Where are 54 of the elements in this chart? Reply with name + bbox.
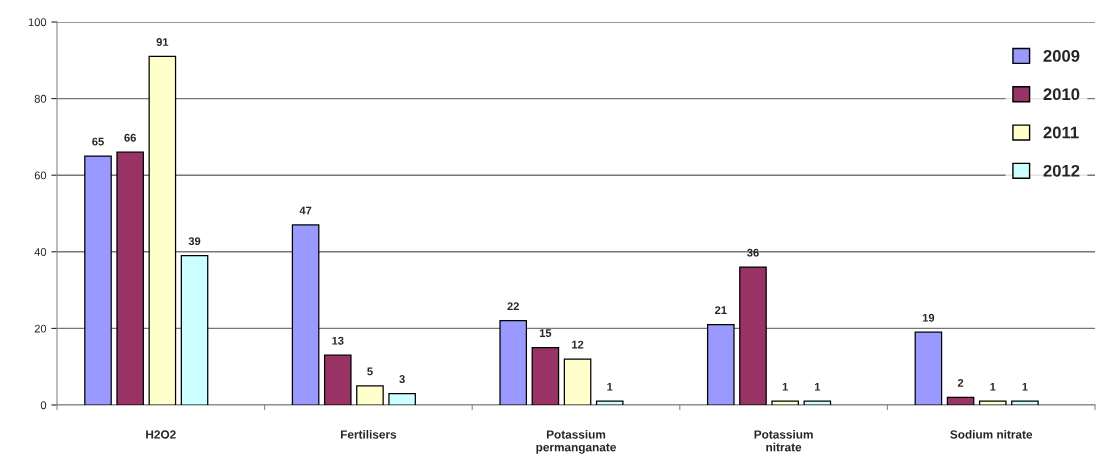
x-tick-label: Potassium nitrate — [754, 430, 813, 452]
bar — [499, 320, 528, 405]
bar — [803, 400, 832, 405]
bar — [978, 400, 1007, 405]
data-label: 19 — [922, 313, 935, 322]
bar — [946, 396, 975, 405]
data-label: 12 — [572, 340, 584, 349]
x-tick-label: H2O2 — [146, 430, 176, 439]
bar — [1011, 400, 1039, 405]
y-tick-label: 0 — [40, 401, 47, 410]
x-tick-label: Sodium nitrate — [950, 430, 1033, 439]
data-label: 2 — [957, 378, 964, 387]
y-tick-label: 80 — [34, 94, 47, 103]
bar — [388, 392, 416, 405]
y-tick-label: 60 — [34, 171, 47, 180]
y-tick-label: 20 — [34, 324, 47, 333]
x-tick-label: Potassium permanganate — [536, 430, 616, 454]
y-tick-label: 100 — [28, 18, 47, 27]
bar — [706, 323, 735, 405]
data-label: 5 — [367, 367, 373, 376]
data-label: 1 — [782, 382, 788, 391]
bar — [914, 331, 943, 405]
data-label: 15 — [539, 329, 552, 338]
data-label: 66 — [124, 133, 136, 142]
bar — [291, 224, 320, 405]
data-label: 13 — [332, 336, 344, 345]
legend-label: 2012 — [1043, 164, 1080, 177]
bar — [148, 55, 177, 405]
data-label: 1 — [607, 382, 613, 391]
x-tick-label: Fertilisers — [340, 430, 397, 439]
data-label: 3 — [399, 375, 405, 383]
legend-label: 2010 — [1043, 88, 1080, 101]
bar — [771, 400, 799, 405]
bar — [595, 400, 624, 405]
data-label: 91 — [156, 38, 169, 46]
bar — [739, 266, 767, 405]
data-label: 39 — [188, 237, 201, 246]
data-label: 22 — [507, 302, 519, 311]
legend-label: 2009 — [1043, 50, 1080, 62]
bar — [116, 151, 144, 405]
bar — [323, 354, 352, 405]
bar — [563, 358, 592, 405]
bar — [356, 385, 384, 405]
bar — [84, 155, 112, 405]
data-label: 65 — [92, 137, 104, 146]
data-label: 1 — [990, 382, 996, 391]
data-label: 21 — [715, 306, 727, 314]
data-label: 1 — [814, 382, 821, 391]
bar — [531, 346, 560, 405]
data-label: 47 — [299, 206, 312, 215]
data-label: 1 — [1022, 382, 1028, 391]
bar — [180, 255, 209, 405]
legend-label: 2011 — [1043, 126, 1079, 139]
y-tick-label: 40 — [34, 248, 47, 256]
